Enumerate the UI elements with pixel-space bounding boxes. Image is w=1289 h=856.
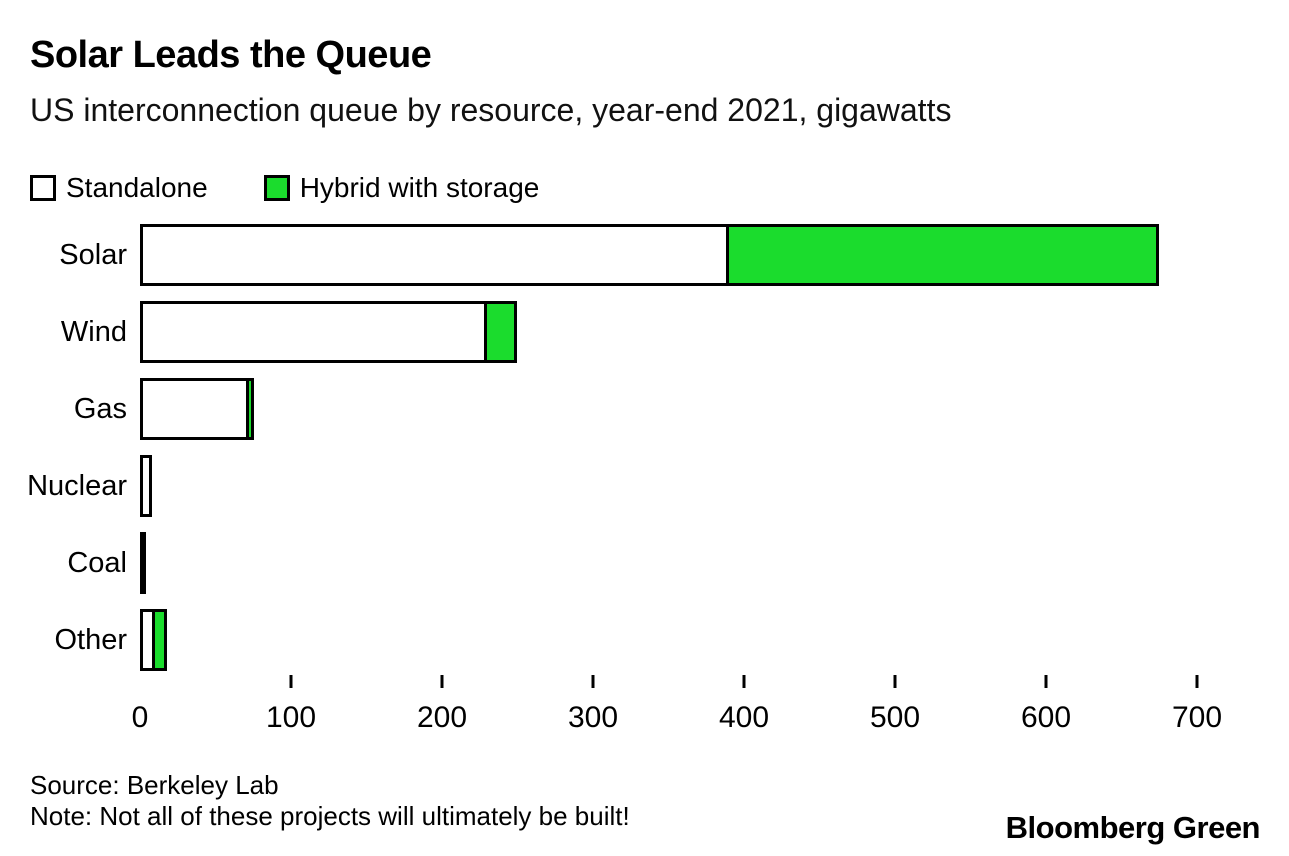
x-axis-tick-600 xyxy=(1044,675,1048,688)
bar-segment-standalone-gas xyxy=(140,378,249,440)
bloomberg-green-logo: Bloomberg Green xyxy=(1005,810,1261,845)
bar-row-gas: Gas xyxy=(0,378,1289,440)
x-axis-tick-500 xyxy=(893,675,897,688)
legend: Standalone Hybrid with storage xyxy=(30,172,539,204)
x-axis-label-700: 700 xyxy=(1171,701,1223,734)
bar-segment-hybrid-other xyxy=(152,609,167,671)
bar-stack-other xyxy=(140,609,167,671)
standalone-swatch-icon xyxy=(30,175,56,201)
legend-label-hybrid: Hybrid with storage xyxy=(299,172,540,203)
category-label-solar: Solar xyxy=(59,239,127,271)
x-axis-tick-700 xyxy=(1195,675,1199,688)
bar-segment-hybrid-wind xyxy=(484,301,517,363)
bar-row-nuclear: Nuclear xyxy=(0,455,1289,517)
x-axis: 0 100 200 300 400 500 600 700 xyxy=(132,675,1240,735)
x-axis-label-100: 100 xyxy=(265,701,317,734)
bar-segment-standalone-nuclear xyxy=(140,455,152,517)
legend-label-standalone: Standalone xyxy=(66,172,208,203)
x-axis-tick-400 xyxy=(742,675,746,688)
bar-row-coal: Coal xyxy=(0,532,1289,594)
chart-subtitle: US interconnection queue by resource, ye… xyxy=(30,92,952,128)
chart-note: Note: Not all of these projects will ult… xyxy=(30,801,630,831)
bar-segment-standalone-wind xyxy=(140,301,487,363)
bar-segment-hybrid-gas xyxy=(246,378,254,440)
bar-stack-wind xyxy=(140,301,517,363)
category-label-wind: Wind xyxy=(60,316,127,348)
hybrid-swatch-icon xyxy=(263,175,290,201)
x-axis-tick-300 xyxy=(591,675,595,688)
bar-stack-solar xyxy=(140,224,1159,286)
x-axis-label-600: 600 xyxy=(1020,701,1072,734)
category-label-nuclear: Nuclear xyxy=(27,470,127,502)
x-axis-tick-200 xyxy=(440,675,444,688)
x-axis-label-0: 0 xyxy=(131,701,149,734)
category-label-other: Other xyxy=(54,624,127,656)
bar-row-other: Other xyxy=(0,609,1289,671)
x-axis-label-300: 300 xyxy=(567,701,619,734)
x-axis-label-200: 200 xyxy=(416,701,468,734)
bar-stack-coal xyxy=(140,532,146,594)
bar-row-solar: Solar xyxy=(0,224,1289,286)
x-axis-label-500: 500 xyxy=(869,701,921,734)
bar-stack-gas xyxy=(140,378,254,440)
legend-item-hybrid: Hybrid with storage xyxy=(263,172,540,204)
x-axis-label-400: 400 xyxy=(718,701,770,734)
bar-segment-standalone-solar xyxy=(140,224,729,286)
bar-chart: Solar Wind Gas Nuclear Coal Other xyxy=(0,224,1289,686)
category-label-coal: Coal xyxy=(67,547,127,579)
page-title: Solar Leads the Queue xyxy=(30,34,432,76)
bar-row-wind: Wind xyxy=(0,301,1289,363)
category-label-gas: Gas xyxy=(73,393,127,425)
bar-segment-hybrid-solar xyxy=(726,224,1159,286)
bar-segment-standalone-coal xyxy=(140,532,146,594)
x-axis-tick-100 xyxy=(289,675,293,688)
legend-item-standalone: Standalone xyxy=(30,172,208,204)
bar-stack-nuclear xyxy=(140,455,152,517)
source-credit: Source: Berkeley Lab xyxy=(30,770,279,800)
